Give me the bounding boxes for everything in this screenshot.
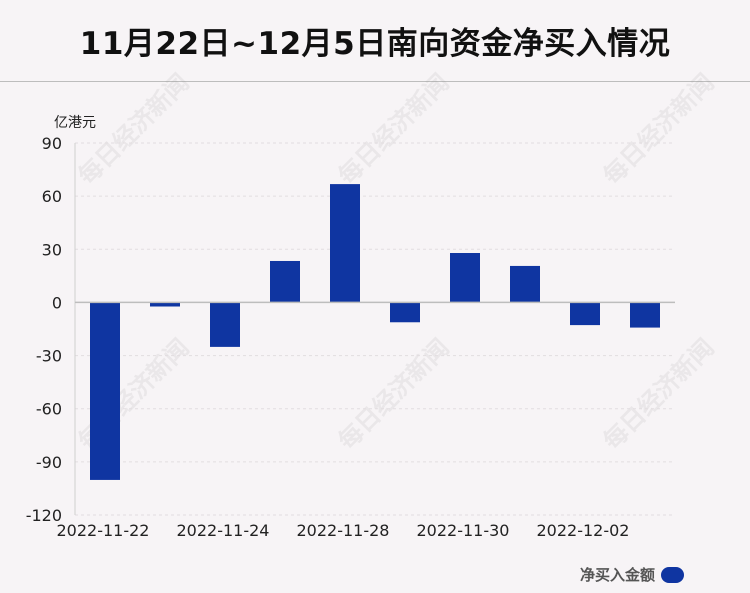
bar-2022-12-01 [510, 265, 540, 303]
x-tick-label: 2022-11-24 [177, 521, 270, 540]
legend: 净买入金额 [580, 564, 684, 585]
y-tick-label: -90 [36, 453, 62, 472]
x-tick-label: 2022-11-30 [417, 521, 510, 540]
legend-swatch [661, 566, 684, 583]
y-tick-label: -60 [36, 400, 62, 419]
x-tick-label: 2022-11-22 [57, 521, 150, 540]
bar-2022-11-22 [90, 302, 120, 480]
chart-title: 11月22日~12月5日南向资金净买入情况 [79, 26, 671, 62]
bar-2022-12-05 [630, 302, 660, 328]
bar-2022-11-30 [450, 253, 480, 303]
bar-2022-11-28 [330, 184, 360, 303]
bar-2022-11-29 [390, 302, 420, 323]
x-tick-label: 2022-12-02 [537, 521, 630, 540]
y-tick-label: 30 [42, 240, 62, 259]
bar-2022-11-23 [150, 302, 180, 307]
y-tick-label: -120 [26, 506, 62, 525]
title-divider [0, 81, 750, 82]
y-tick-label: 90 [42, 134, 62, 153]
y-tick-label: 0 [52, 293, 62, 312]
legend-label: 净买入金额 [579, 566, 655, 584]
bar-2022-11-25 [270, 260, 300, 303]
y-axis-unit-label: 亿港元 [54, 115, 96, 131]
bar-2022-12-02 [570, 302, 600, 326]
x-tick-label: 2022-11-28 [297, 521, 390, 540]
y-tick-label: -30 [36, 347, 62, 366]
y-tick-label: 60 [42, 187, 62, 206]
bar-2022-11-24 [210, 302, 240, 347]
